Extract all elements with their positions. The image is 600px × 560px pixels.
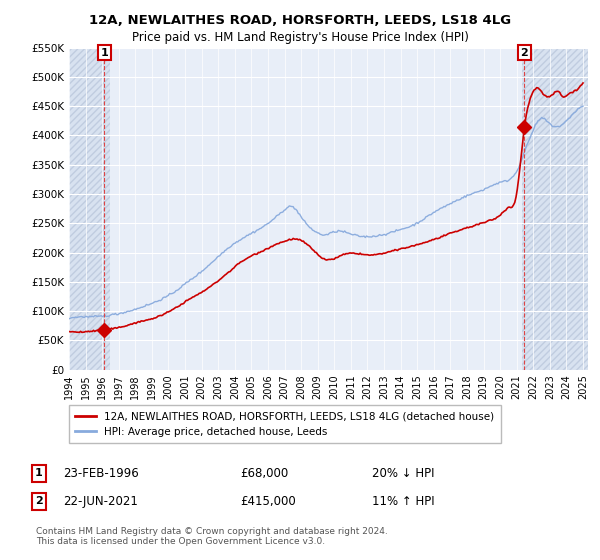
Text: 20% ↓ HPI: 20% ↓ HPI: [372, 466, 434, 480]
Legend: 12A, NEWLAITHES ROAD, HORSFORTH, LEEDS, LS18 4LG (detached house), HPI: Average : 12A, NEWLAITHES ROAD, HORSFORTH, LEEDS, …: [69, 405, 501, 443]
Text: Price paid vs. HM Land Registry's House Price Index (HPI): Price paid vs. HM Land Registry's House …: [131, 31, 469, 44]
Bar: [69, 48, 110, 370]
Text: Contains HM Land Registry data © Crown copyright and database right 2024.
This d: Contains HM Land Registry data © Crown c…: [36, 526, 388, 546]
Bar: [521, 48, 588, 370]
Text: £415,000: £415,000: [240, 494, 296, 508]
Text: 12A, NEWLAITHES ROAD, HORSFORTH, LEEDS, LS18 4LG: 12A, NEWLAITHES ROAD, HORSFORTH, LEEDS, …: [89, 14, 511, 27]
Text: 23-FEB-1996: 23-FEB-1996: [63, 466, 139, 480]
Text: 2: 2: [521, 48, 529, 58]
Text: 2: 2: [35, 496, 43, 506]
Text: 11% ↑ HPI: 11% ↑ HPI: [372, 494, 434, 508]
Text: £68,000: £68,000: [240, 466, 288, 480]
Text: 1: 1: [101, 48, 109, 58]
Text: 1: 1: [35, 468, 43, 478]
Text: 22-JUN-2021: 22-JUN-2021: [63, 494, 138, 508]
